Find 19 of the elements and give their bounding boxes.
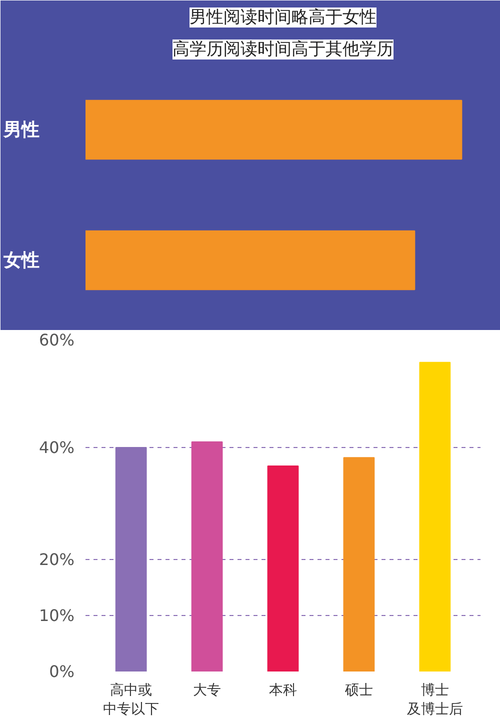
y-tick-label: 0%	[49, 662, 75, 681]
bar	[343, 457, 375, 672]
bar	[419, 362, 451, 672]
y-tick-label: 40%	[38, 438, 74, 457]
x-tick-label: 本科	[269, 682, 297, 698]
y-tick-label: 60%	[38, 330, 74, 350]
y-tick-label: 女性	[2, 250, 40, 271]
y-tick-label: 10%	[38, 606, 74, 625]
chart-title: 男性阅读时间略高于女性	[190, 8, 376, 28]
x-tick-label: 硕士	[344, 682, 373, 698]
x-tick-label: 高中或中专以下	[103, 682, 160, 718]
bar	[191, 441, 223, 672]
bar	[115, 447, 147, 672]
y-tick-label: 20%	[38, 550, 74, 569]
x-tick-label: 博士及博士后	[406, 682, 463, 718]
x-tick-label: 大专	[193, 682, 222, 698]
chart-subtitle: 高学历阅读时间高于其他学历	[172, 40, 394, 60]
y-tick-label: 男性	[2, 119, 40, 140]
bar	[267, 465, 299, 672]
